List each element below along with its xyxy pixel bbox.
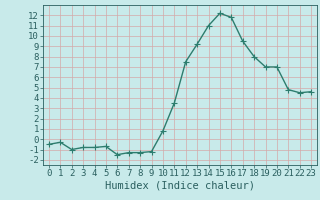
X-axis label: Humidex (Indice chaleur): Humidex (Indice chaleur) <box>105 181 255 191</box>
